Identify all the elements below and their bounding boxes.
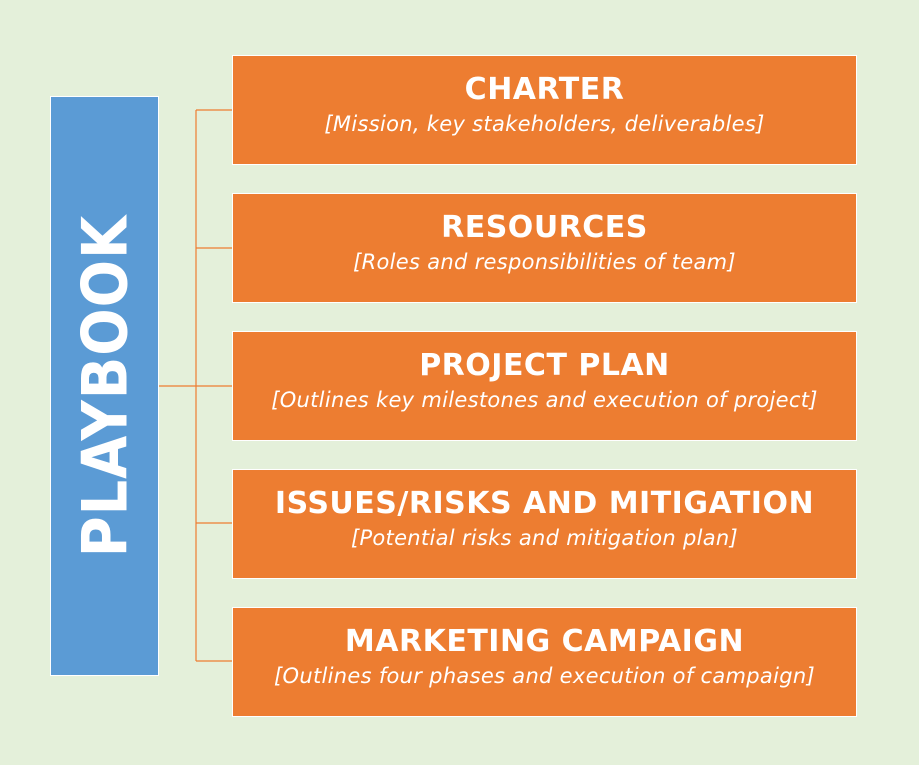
node-subtitle: [Outlines key milestones and execution o… bbox=[271, 388, 818, 412]
node-marketing-campaign: MARKETING CAMPAIGN [Outlines four phases… bbox=[232, 607, 857, 717]
node-subtitle: [Outlines four phases and execution of c… bbox=[274, 664, 815, 688]
node-title: MARKETING CAMPAIGN bbox=[344, 624, 745, 659]
node-subtitle: [Potential risks and mitigation plan] bbox=[350, 526, 739, 550]
node-subtitle: [Mission, key stakeholders, deliverables… bbox=[324, 112, 765, 136]
node-project-plan: PROJECT PLAN [Outlines key milestones an… bbox=[232, 331, 857, 441]
node-resources: RESOURCES [Roles and responsibilities of… bbox=[232, 193, 857, 303]
node-title: PROJECT PLAN bbox=[419, 348, 670, 383]
node-charter: CHARTER [Mission, key stakeholders, deli… bbox=[232, 55, 857, 165]
node-title: RESOURCES bbox=[441, 210, 648, 245]
root-label: PLAYBOOK bbox=[68, 214, 141, 558]
node-title: CHARTER bbox=[464, 72, 625, 107]
node-issues-risks: ISSUES/RISKS AND MITIGATION [Potential r… bbox=[232, 469, 857, 579]
node-title: ISSUES/RISKS AND MITIGATION bbox=[274, 486, 815, 521]
node-subtitle: [Roles and responsibilities of team] bbox=[353, 250, 736, 274]
root-node: PLAYBOOK bbox=[50, 96, 159, 676]
